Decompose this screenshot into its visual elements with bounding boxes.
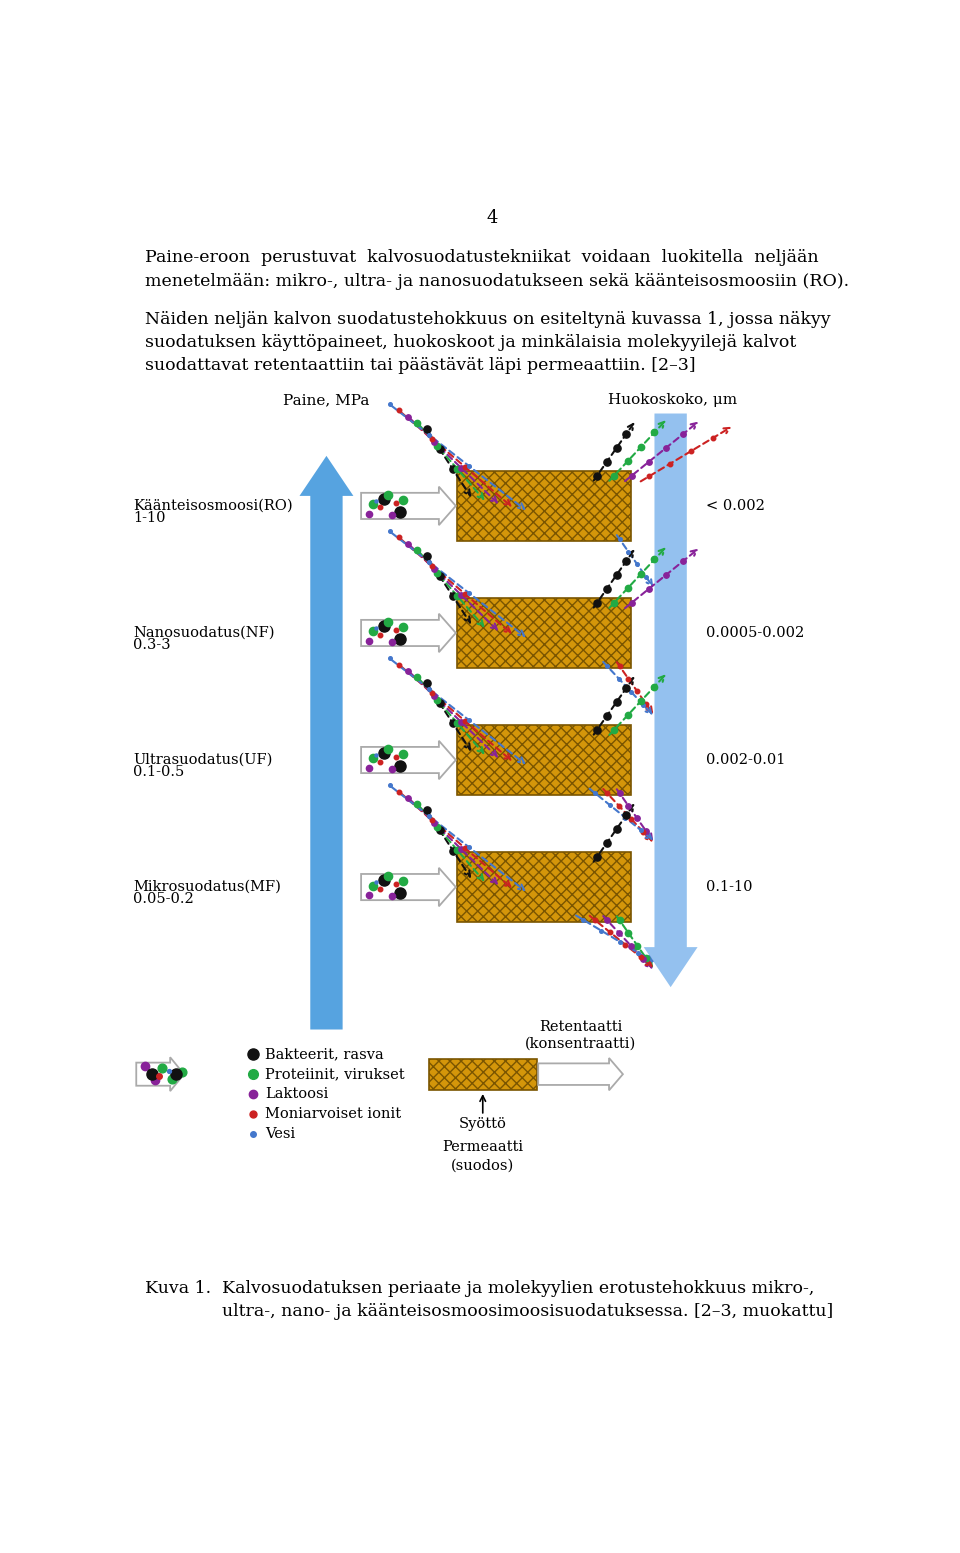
- Text: 4: 4: [487, 210, 497, 227]
- Text: Kuva 1.: Kuva 1.: [146, 1280, 211, 1297]
- Text: Mikrosuodatus(MF): Mikrosuodatus(MF): [133, 881, 281, 895]
- Text: 0.05-0.2: 0.05-0.2: [133, 893, 194, 907]
- Text: 0.3-3: 0.3-3: [133, 638, 171, 652]
- Text: < 0.002: < 0.002: [706, 499, 765, 512]
- FancyBboxPatch shape: [457, 725, 631, 795]
- Text: Laktoosi: Laktoosi: [265, 1087, 328, 1101]
- Text: Paine, MPa: Paine, MPa: [283, 393, 370, 407]
- FancyArrow shape: [644, 413, 698, 988]
- Text: 0.002-0.01: 0.002-0.01: [706, 753, 785, 767]
- Polygon shape: [136, 1058, 184, 1092]
- Text: 0.1-10: 0.1-10: [706, 881, 753, 895]
- Text: 0.1-0.5: 0.1-0.5: [133, 766, 184, 780]
- Polygon shape: [361, 741, 456, 780]
- FancyArrow shape: [300, 457, 353, 1030]
- Text: suodatuksen käyttöpaineet, huokoskoot ja minkälaisia molekyyilejä kalvot: suodatuksen käyttöpaineet, huokoskoot ja…: [146, 334, 797, 351]
- Text: 0.0005-0.002: 0.0005-0.002: [706, 626, 804, 640]
- Text: menetelmään: mikro-, ultra- ja nanosuodatukseen sekä käänteisosmoosiin (RO).: menetelmään: mikro-, ultra- ja nanosuoda…: [146, 273, 850, 289]
- Text: Retentaatti
(konsentraatti): Retentaatti (konsentraatti): [525, 1020, 636, 1051]
- Text: Huokoskoko, μm: Huokoskoko, μm: [608, 393, 736, 407]
- Text: Permeaatti
(suodos): Permeaatti (suodos): [443, 1140, 523, 1173]
- FancyBboxPatch shape: [457, 853, 631, 922]
- Text: Kalvosuodatuksen periaate ja molekyylien erotustehokkuus mikro-,: Kalvosuodatuksen periaate ja molekyylien…: [223, 1280, 815, 1297]
- Text: Käänteisosmoosi(RO): Käänteisosmoosi(RO): [133, 499, 293, 512]
- FancyBboxPatch shape: [457, 598, 631, 668]
- Text: Proteiinit, virukset: Proteiinit, virukset: [265, 1067, 404, 1081]
- Text: ultra-, nano- ja käänteisosmoosimoosisuodatuksessa. [2–3, muokattu]: ultra-, nano- ja käänteisosmoosimoosisuo…: [223, 1303, 833, 1320]
- Text: Paine-eroon  perustuvat  kalvosuodatustekniikat  voidaan  luokitella  neljään: Paine-eroon perustuvat kalvosuodatustekn…: [146, 250, 819, 267]
- Text: 1-10: 1-10: [133, 511, 166, 525]
- Text: Syöttö: Syöttö: [459, 1117, 507, 1131]
- FancyBboxPatch shape: [457, 471, 631, 540]
- Text: suodattavat retentaattiin tai päästävät läpi permeaattiin. [2–3]: suodattavat retentaattiin tai päästävät …: [146, 357, 696, 374]
- Text: Bakteerit, rasva: Bakteerit, rasva: [265, 1047, 384, 1061]
- Polygon shape: [361, 868, 456, 907]
- Text: Vesi: Vesi: [265, 1127, 295, 1141]
- Text: Ultrasuodatus(UF): Ultrasuodatus(UF): [133, 753, 273, 767]
- Polygon shape: [539, 1058, 623, 1090]
- Polygon shape: [361, 613, 456, 652]
- Text: Nanosuodatus(NF): Nanosuodatus(NF): [133, 626, 275, 640]
- Polygon shape: [361, 486, 456, 525]
- Text: Näiden neljän kalvon suodatustehokkuus on esiteltynä kuvassa 1, jossa näkyy: Näiden neljän kalvon suodatustehokkuus o…: [146, 311, 831, 328]
- Text: Moniarvoiset ionit: Moniarvoiset ionit: [265, 1107, 401, 1121]
- FancyBboxPatch shape: [429, 1059, 537, 1090]
